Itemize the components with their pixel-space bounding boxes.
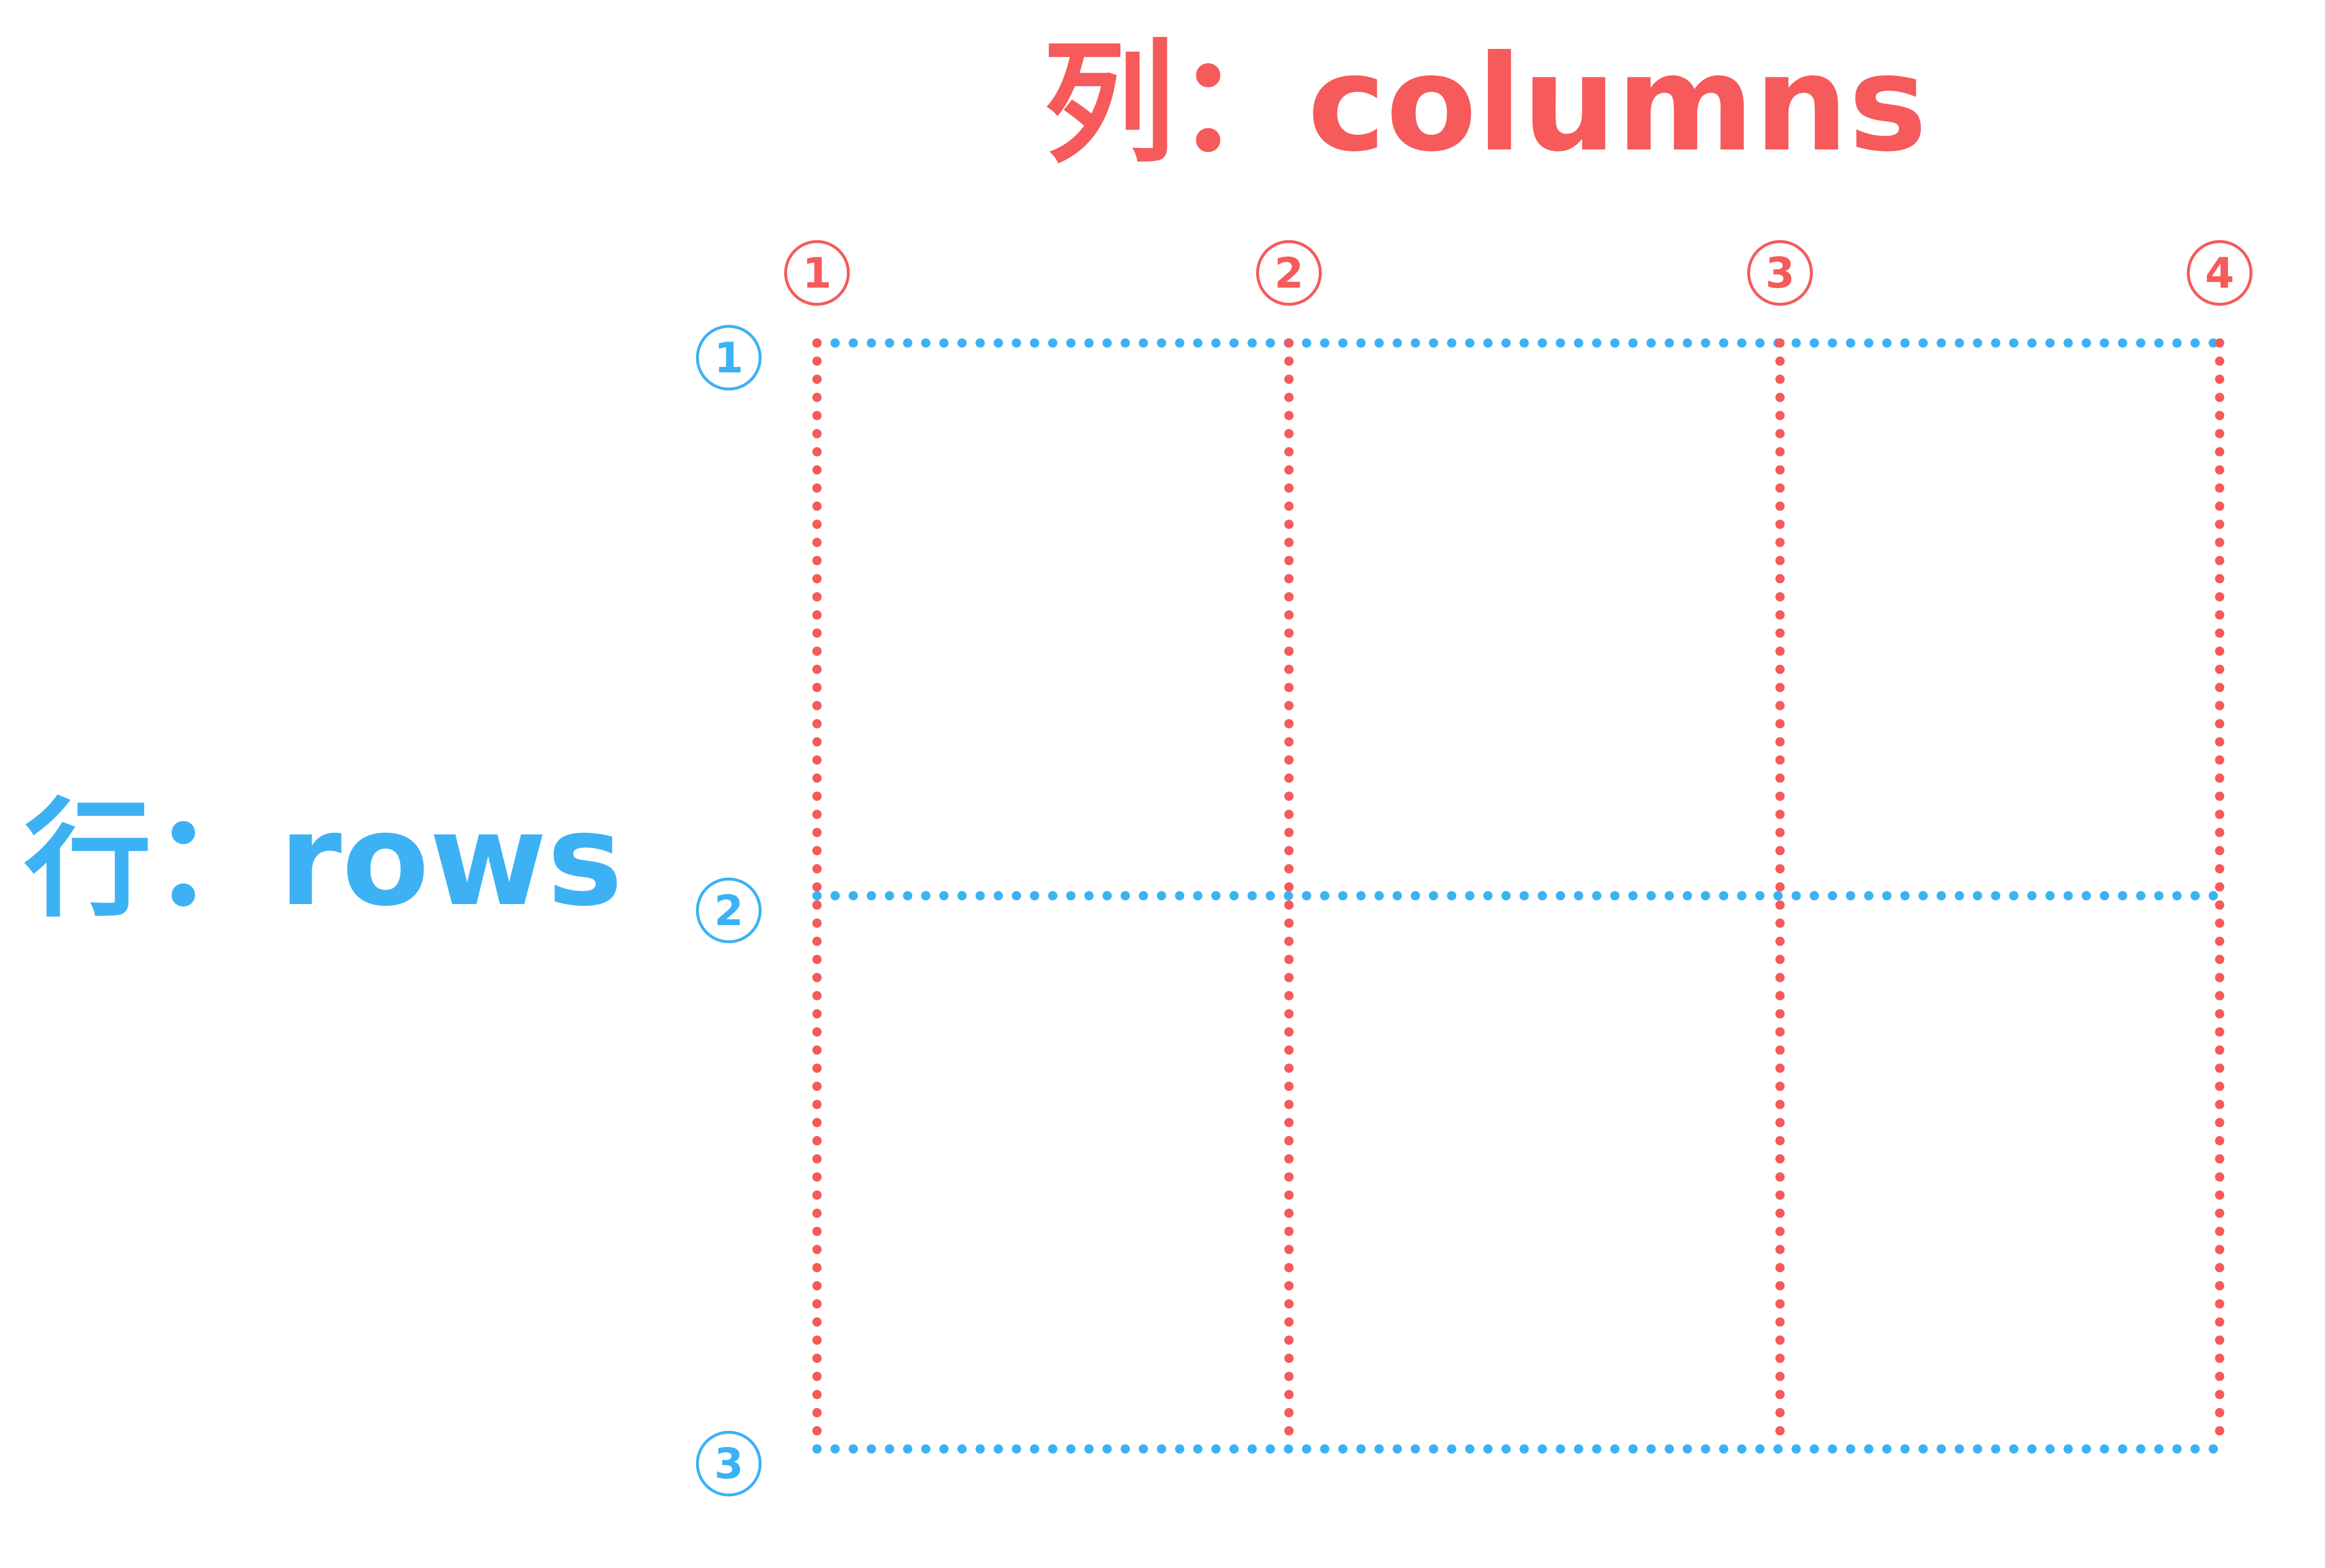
column-number-circle	[1256, 240, 1322, 306]
row-number-circle	[696, 878, 762, 943]
row-number-circle	[696, 1431, 762, 1496]
column-number-label: 1	[802, 249, 832, 298]
column-number-label: 3	[1765, 249, 1795, 298]
column-number-1: 1	[784, 240, 850, 306]
row-number-label: 2	[714, 886, 743, 935]
row-line-labels: 1 2 3	[696, 325, 762, 1496]
column-number-circle	[1747, 240, 1813, 306]
row-number-label: 3	[714, 1440, 743, 1489]
column-number-3: 3	[1747, 240, 1813, 306]
columns-title: 列：columns	[1043, 26, 1928, 181]
row-number-2: 2	[696, 878, 762, 943]
column-number-2: 2	[1256, 240, 1322, 306]
row-number-3: 3	[696, 1431, 762, 1496]
row-lines	[812, 338, 2225, 1454]
column-number-4: 4	[2187, 240, 2252, 306]
column-number-label: 2	[1274, 249, 1304, 298]
column-number-circle	[784, 240, 850, 306]
column-number-label: 4	[2205, 249, 2234, 298]
column-line-labels: 1 2 3 4	[784, 240, 2252, 306]
row-number-label: 1	[714, 334, 743, 383]
column-number-circle	[2187, 240, 2252, 306]
row-number-circle	[696, 325, 762, 391]
row-number-1: 1	[696, 325, 762, 391]
rows-title: 行：rows	[24, 786, 623, 934]
column-lines	[812, 338, 2225, 1454]
